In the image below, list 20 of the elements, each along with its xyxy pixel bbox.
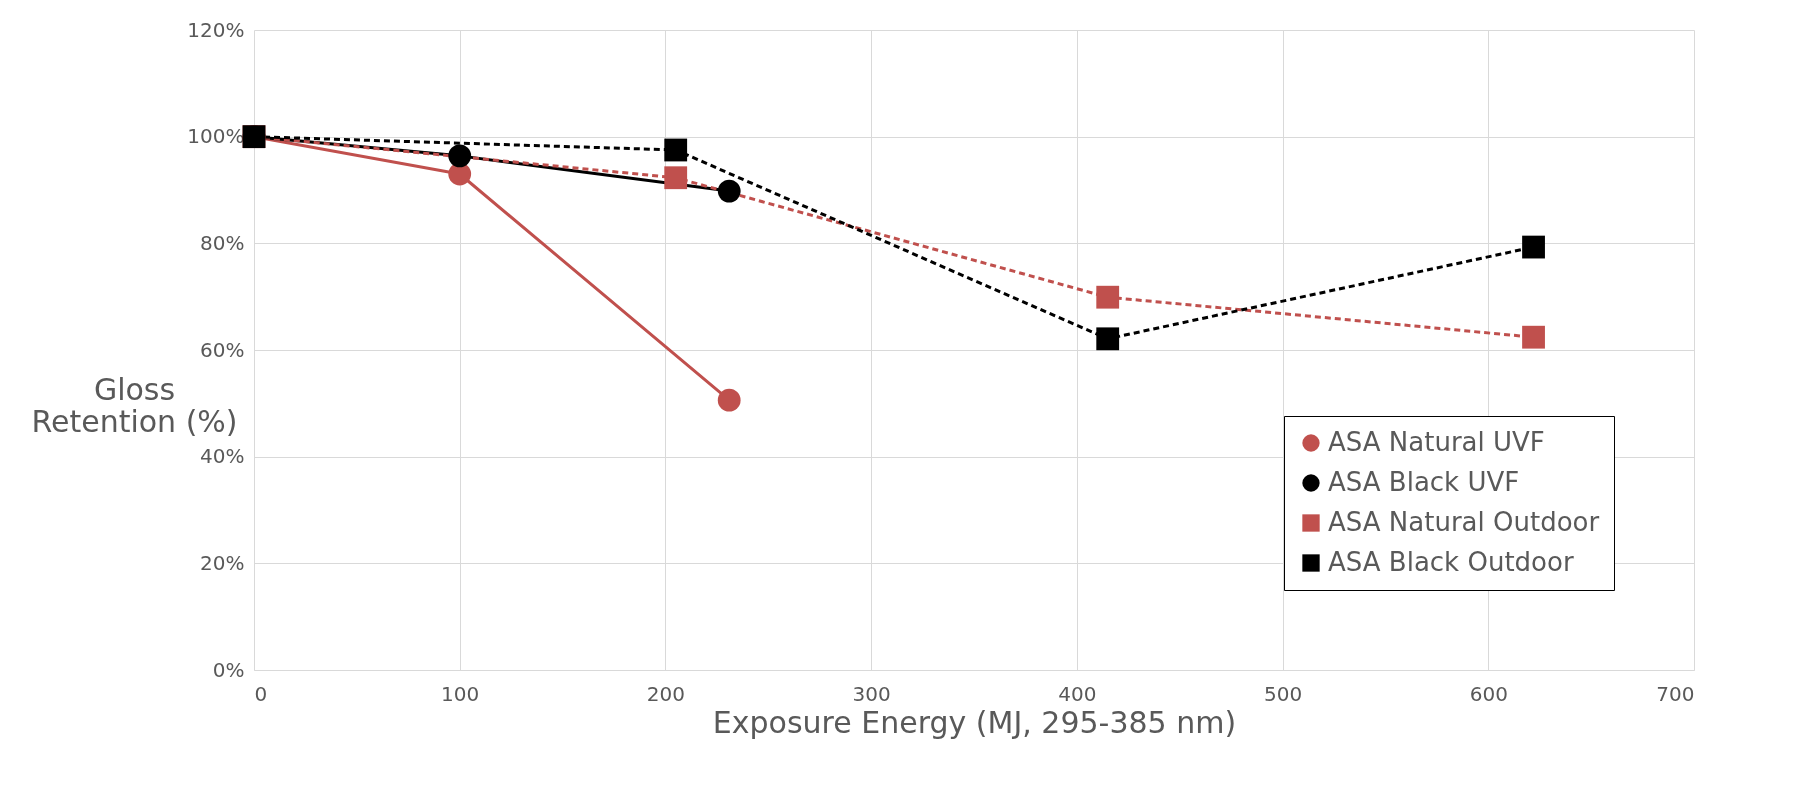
legend-label: ASA Black UVF [1328, 467, 1520, 497]
x-tick-label: 0 [254, 681, 268, 706]
legend-label: ASA Natural Outdoor [1328, 507, 1600, 537]
x-axis-title: Exposure Energy (MJ, 295-385 nm) [712, 704, 1237, 740]
y-tick-label: 0% [212, 657, 245, 682]
x-tick-label: 400 [1058, 681, 1097, 706]
y-tick-label: 120% [187, 17, 245, 42]
legend-label: ASA Natural UVF [1328, 427, 1545, 457]
y-tick-label: 80% [200, 230, 245, 255]
x-tick-label: 100 [441, 681, 480, 706]
legend-label: ASA Black Outdoor [1328, 547, 1574, 577]
y-tick-label: 40% [200, 444, 245, 469]
x-tick-label: 600 [1469, 681, 1508, 706]
x-tick-label: 300 [852, 681, 891, 706]
y-axis-title: Gloss Retention (%) [31, 371, 238, 439]
x-tick-label: 700 [1656, 681, 1695, 706]
x-tick-label: 500 [1263, 681, 1303, 706]
y-tick-label: 60% [200, 337, 245, 362]
y-tick-label: 20% [200, 550, 245, 575]
x-tick-label: 200 [646, 681, 686, 706]
